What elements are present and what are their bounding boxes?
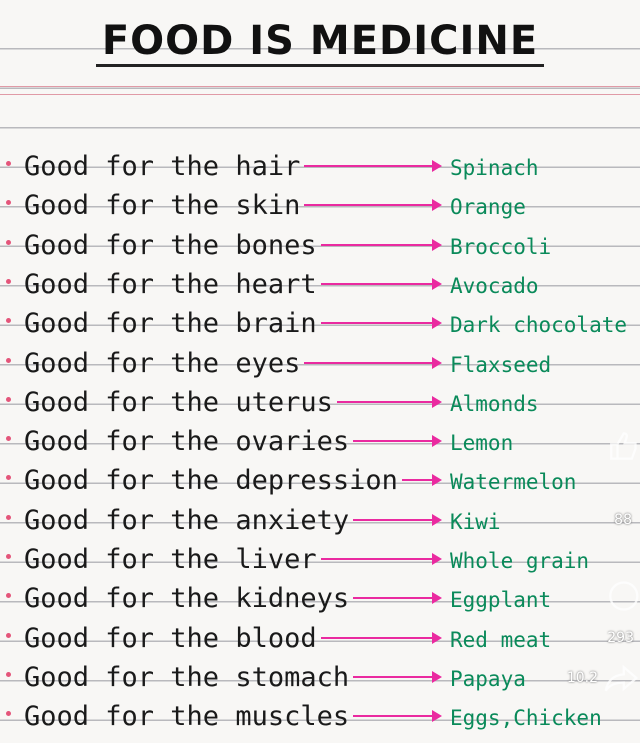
list-item: Good for the skin Orange	[0, 184, 640, 223]
food-text: Whole grain	[450, 549, 590, 573]
list-item: Good for the eyes Flaxseed	[0, 342, 640, 381]
food-text: Flaxseed	[450, 352, 552, 377]
benefit-text: Good for the muscles	[24, 701, 350, 733]
bullet-icon	[6, 554, 11, 559]
list-item: Good for the depression Watermelon	[0, 459, 640, 498]
margin-line	[0, 86, 640, 87]
list-item: Good for the heart Avocado	[0, 263, 640, 302]
bullet-icon	[6, 318, 11, 324]
list-item: Good for the muscles Eggs,Chicken	[0, 695, 640, 734]
list-item: Good for the anxiety Kiwi	[0, 499, 640, 538]
bullet-icon	[6, 161, 11, 166]
bullet-icon	[6, 671, 11, 677]
food-text: Broccoli	[450, 234, 552, 259]
benefit-text: Good for the uterus	[24, 386, 333, 418]
food-text: Eggplant	[450, 588, 552, 613]
bullet-icon	[6, 514, 11, 520]
food-text: Dark chocolate	[450, 313, 628, 338]
arrow-icon	[304, 199, 442, 212]
food-text: Red meat	[450, 627, 552, 652]
benefit-text: Good for the kidneys	[24, 583, 350, 615]
food-text: Almonds	[450, 391, 539, 416]
arrow-icon	[321, 277, 442, 290]
share-count: 10.2	[566, 670, 598, 686]
benefit-text: Good for the bones	[24, 229, 317, 261]
arrow-icon	[304, 160, 442, 172]
benefit-text: Good for the eyes	[24, 347, 301, 379]
benefit-text: Good for the depression	[24, 465, 398, 497]
food-text: Avocado	[450, 273, 539, 298]
benefit-text: Good for the skin	[24, 190, 301, 222]
benefit-text: Good for the heart	[24, 268, 317, 300]
title-text: FOOD IS MEDICINE	[95, 18, 545, 67]
arrow-icon	[337, 395, 442, 408]
arrow-icon	[304, 356, 442, 369]
bullet-icon	[6, 593, 11, 599]
bullet-icon	[6, 396, 11, 402]
arrow-icon	[321, 631, 442, 644]
margin-line	[0, 94, 640, 95]
food-text: Watermelon	[450, 470, 577, 495]
benefit-text: Good for the hair	[24, 151, 301, 182]
arrow-icon	[353, 710, 442, 723]
bullet-icon	[6, 436, 11, 442]
food-text: Spinach	[450, 156, 539, 180]
list-item: Good for the blood Red meat	[0, 617, 640, 656]
benefit-text: Good for the anxiety	[24, 504, 350, 536]
food-text: Lemon	[450, 431, 514, 456]
thumbs-up-icon[interactable]	[604, 428, 640, 464]
bullet-icon	[6, 357, 11, 363]
list-item: Good for the ovaries Lemon	[0, 420, 640, 459]
bullet-icon	[6, 239, 11, 245]
page-title: FOOD IS MEDICINE	[0, 18, 640, 67]
list-item: Good for the brain Dark chocolate	[0, 302, 640, 341]
list-item: Good for the bones Broccoli	[0, 224, 640, 263]
arrow-icon	[353, 670, 442, 683]
benefit-text: Good for the ovaries	[24, 426, 350, 458]
bullet-icon	[6, 278, 11, 284]
list-item: Good for the hair Spinach	[0, 145, 640, 184]
arrow-icon	[321, 553, 442, 565]
share-icon[interactable]	[604, 660, 640, 696]
arrow-icon	[321, 317, 442, 330]
arrow-icon	[402, 474, 442, 487]
list-item: Good for the kidneys Eggplant	[0, 577, 640, 616]
arrow-icon	[353, 435, 442, 448]
comment-count: 293	[607, 630, 634, 646]
arrow-icon	[353, 592, 442, 605]
bullet-icon	[6, 475, 11, 481]
list-item: Good for the uterus Almonds	[0, 381, 640, 420]
list-item: Good for the liver Whole grain	[0, 538, 640, 577]
list-item: Good for the stomach Papaya	[0, 656, 640, 695]
arrow-icon	[321, 238, 442, 251]
bullet-icon	[6, 632, 11, 638]
food-text: Papaya	[450, 666, 526, 691]
food-text: Eggs,Chicken	[450, 706, 602, 731]
benefit-text: Good for the liver	[24, 544, 317, 575]
bullet-icon	[6, 200, 11, 206]
benefit-text: Good for the stomach	[24, 661, 350, 693]
benefit-text: Good for the brain	[24, 308, 317, 340]
bullet-icon	[6, 711, 11, 717]
food-text: Orange	[450, 195, 526, 220]
comment-icon[interactable]	[604, 578, 640, 614]
like-count: 88	[614, 512, 632, 528]
food-text: Kiwi	[450, 509, 501, 534]
arrow-icon	[353, 513, 442, 526]
benefit-text: Good for the blood	[24, 622, 317, 654]
